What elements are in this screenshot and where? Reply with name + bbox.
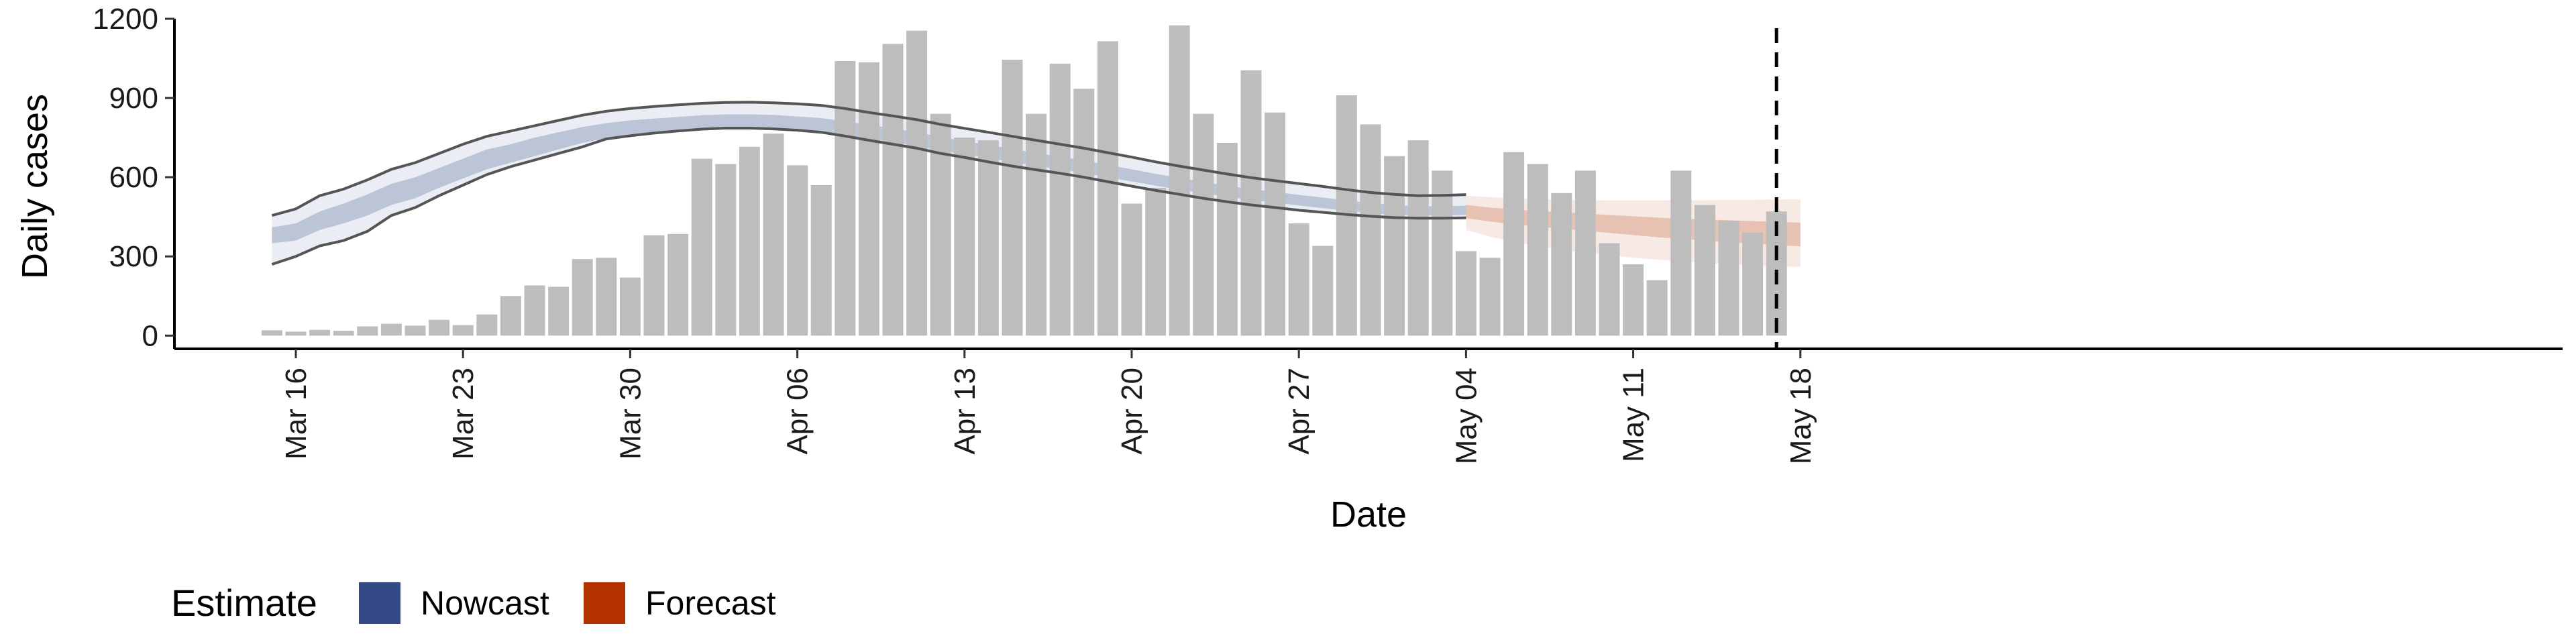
nowcast-bands [272, 102, 1466, 264]
bar [835, 61, 856, 336]
bar [739, 146, 760, 336]
y-tick-label: 900 [109, 82, 158, 115]
bar [1503, 152, 1525, 336]
legend: Estimate Nowcast Forecast [171, 582, 776, 624]
bar [429, 319, 450, 336]
bar [1574, 170, 1596, 336]
x-tick-label: May 11 [1617, 368, 1650, 462]
bar [619, 277, 641, 336]
bar [1097, 41, 1118, 336]
x-tick-label: Mar 16 [280, 368, 313, 460]
bar [1527, 164, 1548, 336]
bar [1193, 113, 1214, 336]
bar [1360, 124, 1381, 336]
bar [1479, 258, 1501, 336]
bar [1551, 193, 1572, 336]
bar [1407, 140, 1429, 336]
bar [1121, 203, 1142, 336]
bar [309, 329, 331, 336]
bar [691, 158, 712, 336]
bar [405, 325, 426, 336]
bar [476, 314, 498, 336]
bar [1742, 232, 1764, 336]
bar [1265, 112, 1286, 336]
bar [1646, 280, 1668, 336]
bar [1073, 89, 1095, 336]
bar [1288, 223, 1309, 336]
bar [1599, 243, 1620, 336]
legend-swatch-nowcast [359, 582, 400, 624]
x-tick-label: Apr 27 [1283, 368, 1316, 455]
legend-swatch-forecast [584, 582, 625, 624]
bar [357, 326, 378, 336]
bar [1145, 187, 1167, 336]
forecast-band-outer [1466, 195, 1801, 267]
bar [1169, 25, 1190, 336]
bar [1718, 221, 1739, 336]
y-axis-title: Daily cases [15, 94, 55, 279]
bar [261, 330, 282, 336]
bar [1002, 60, 1023, 336]
x-axis-title: Date [1330, 494, 1407, 535]
bar [930, 113, 951, 336]
bar [1384, 156, 1405, 336]
bar [787, 165, 808, 336]
nowcast-outline-lines [271, 101, 1466, 266]
x-tick-label: Apr 13 [949, 368, 981, 455]
bar [643, 235, 665, 336]
bar [763, 133, 784, 336]
legend-title: Estimate [171, 582, 317, 624]
bar [858, 62, 879, 336]
bar [500, 296, 521, 336]
x-tick-label: Mar 30 [614, 368, 647, 460]
bar [548, 286, 570, 336]
bar [1026, 113, 1047, 336]
bars-layer [261, 25, 1787, 336]
bar [954, 138, 975, 336]
y-tick-label: 300 [109, 240, 158, 273]
bar [1694, 205, 1715, 336]
x-tick-label: May 04 [1450, 368, 1483, 464]
bar [380, 323, 402, 336]
bar [572, 259, 593, 336]
bar [524, 285, 545, 336]
bar [1670, 170, 1692, 336]
bar [596, 258, 617, 336]
bar [452, 325, 474, 336]
forecast-bands [1466, 195, 1801, 267]
nowcast-upper-line [271, 101, 1466, 217]
bar [1455, 251, 1477, 336]
legend-label-forecast: Forecast [645, 584, 776, 622]
bar [977, 140, 999, 336]
y-tick-label: 1200 [93, 3, 158, 36]
axes: 0 300 600 900 1200 Mar 16 Mar 23 Mar 30 Apr 06 Ap… [93, 3, 2563, 464]
x-tick-label: Apr 06 [782, 368, 814, 455]
bar [667, 233, 689, 336]
nowcast-lower-line [271, 127, 1466, 266]
forecast-band-inner [1466, 205, 1801, 247]
bar [715, 164, 737, 336]
bar [1623, 264, 1644, 336]
legend-label-nowcast: Nowcast [421, 584, 549, 622]
x-tick-label: Mar 23 [447, 368, 480, 460]
bar [1432, 170, 1453, 336]
y-tick-label: 0 [142, 319, 158, 352]
bar [1312, 246, 1334, 336]
bar [333, 331, 354, 336]
bar [285, 331, 307, 336]
x-tick-label: May 18 [1784, 368, 1817, 464]
bar [1049, 63, 1071, 336]
nowcast-band-outer [272, 102, 1466, 264]
y-tick-label: 600 [109, 161, 158, 194]
bar [810, 185, 832, 336]
x-tick-label: Apr 20 [1116, 368, 1148, 455]
bar [882, 44, 904, 336]
bar [906, 30, 928, 336]
